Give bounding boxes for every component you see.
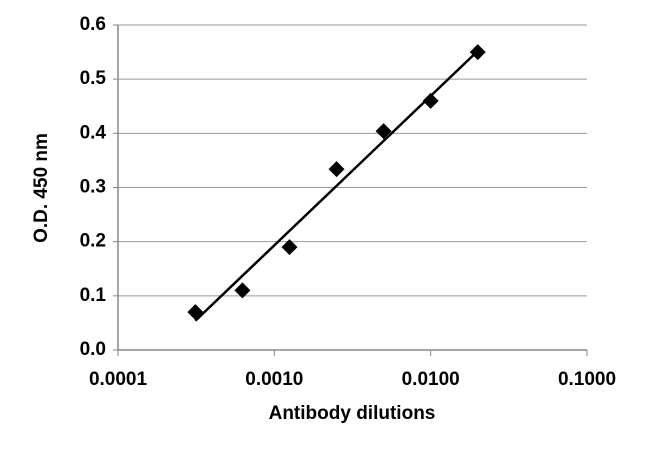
y-tick-label: 0.5 <box>80 68 107 89</box>
x-tick-label: 0.0010 <box>245 369 303 390</box>
data-point <box>187 304 204 321</box>
y-axis-title: O.D. 450 nm <box>31 133 52 243</box>
y-tick-label: 0.2 <box>80 231 106 252</box>
data-point <box>375 123 392 140</box>
data-point <box>281 239 298 256</box>
y-tick-label: 0.3 <box>80 177 106 198</box>
x-tick-label: 0.0100 <box>402 369 460 390</box>
data-point <box>469 44 486 61</box>
x-tick-label: 0.1000 <box>558 369 616 390</box>
y-tick-label: 0.1 <box>80 285 107 306</box>
x-tick-label: 0.0001 <box>89 369 148 390</box>
trendline <box>194 50 479 322</box>
data-point <box>234 282 251 299</box>
y-tick-label: 0.6 <box>80 14 106 35</box>
y-tick-label: 0.0 <box>80 339 106 360</box>
x-axis-title: Antibody dilutions <box>269 403 436 424</box>
data-point <box>422 92 439 109</box>
data-point <box>328 161 345 178</box>
y-tick-label: 0.4 <box>80 122 107 143</box>
